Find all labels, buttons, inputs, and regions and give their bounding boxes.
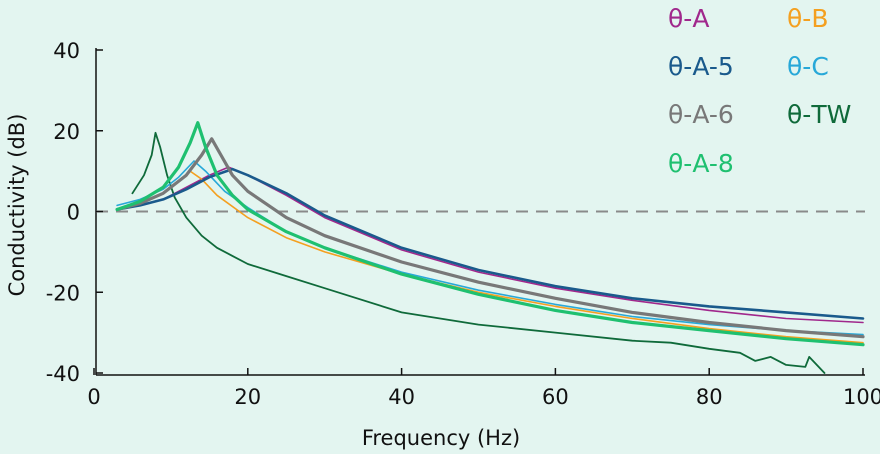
legend-label: θ-C <box>787 52 829 81</box>
y-tick-label: -40 <box>46 362 80 386</box>
x-tick-label: 20 <box>234 385 261 409</box>
x-tick-label: 80 <box>696 385 723 409</box>
legend-label: θ-A-8 <box>668 149 734 178</box>
y-axis-title: Conductivity (dB) <box>5 114 29 297</box>
series-line-a-5 <box>115 167 865 320</box>
series-line-tw <box>131 131 826 374</box>
x-tick-label: 60 <box>542 385 569 409</box>
series-line-b <box>116 170 864 344</box>
x-axis-title: Frequency (Hz) <box>362 426 520 450</box>
legend: θ-A θ-B θ-A-5 θ-C θ-A-6 θ-TW θ-A-8 <box>668 4 851 178</box>
series-line-a-8 <box>115 121 865 347</box>
y-tick-label: 0 <box>67 201 80 225</box>
legend-label: θ-B <box>787 4 828 33</box>
y-tick-label: -20 <box>46 281 80 305</box>
x-tick-label: 40 <box>388 385 415 409</box>
y-tick-label: 20 <box>53 120 80 144</box>
y-tick-label: 40 <box>53 39 80 63</box>
x-tick-label: 0 <box>87 385 100 409</box>
x-tick-label: 100 <box>843 385 880 409</box>
ticks-layer: 0 20 40 60 80 100 40 20 0 -20 -40 <box>46 39 880 409</box>
legend-label: θ-A-6 <box>668 100 734 129</box>
series-layer <box>115 121 865 374</box>
legend-label: θ-A-5 <box>668 52 734 81</box>
legend-label: θ-TW <box>787 100 851 129</box>
legend-label: θ-A <box>668 4 709 33</box>
series-line-a-6 <box>115 137 865 339</box>
